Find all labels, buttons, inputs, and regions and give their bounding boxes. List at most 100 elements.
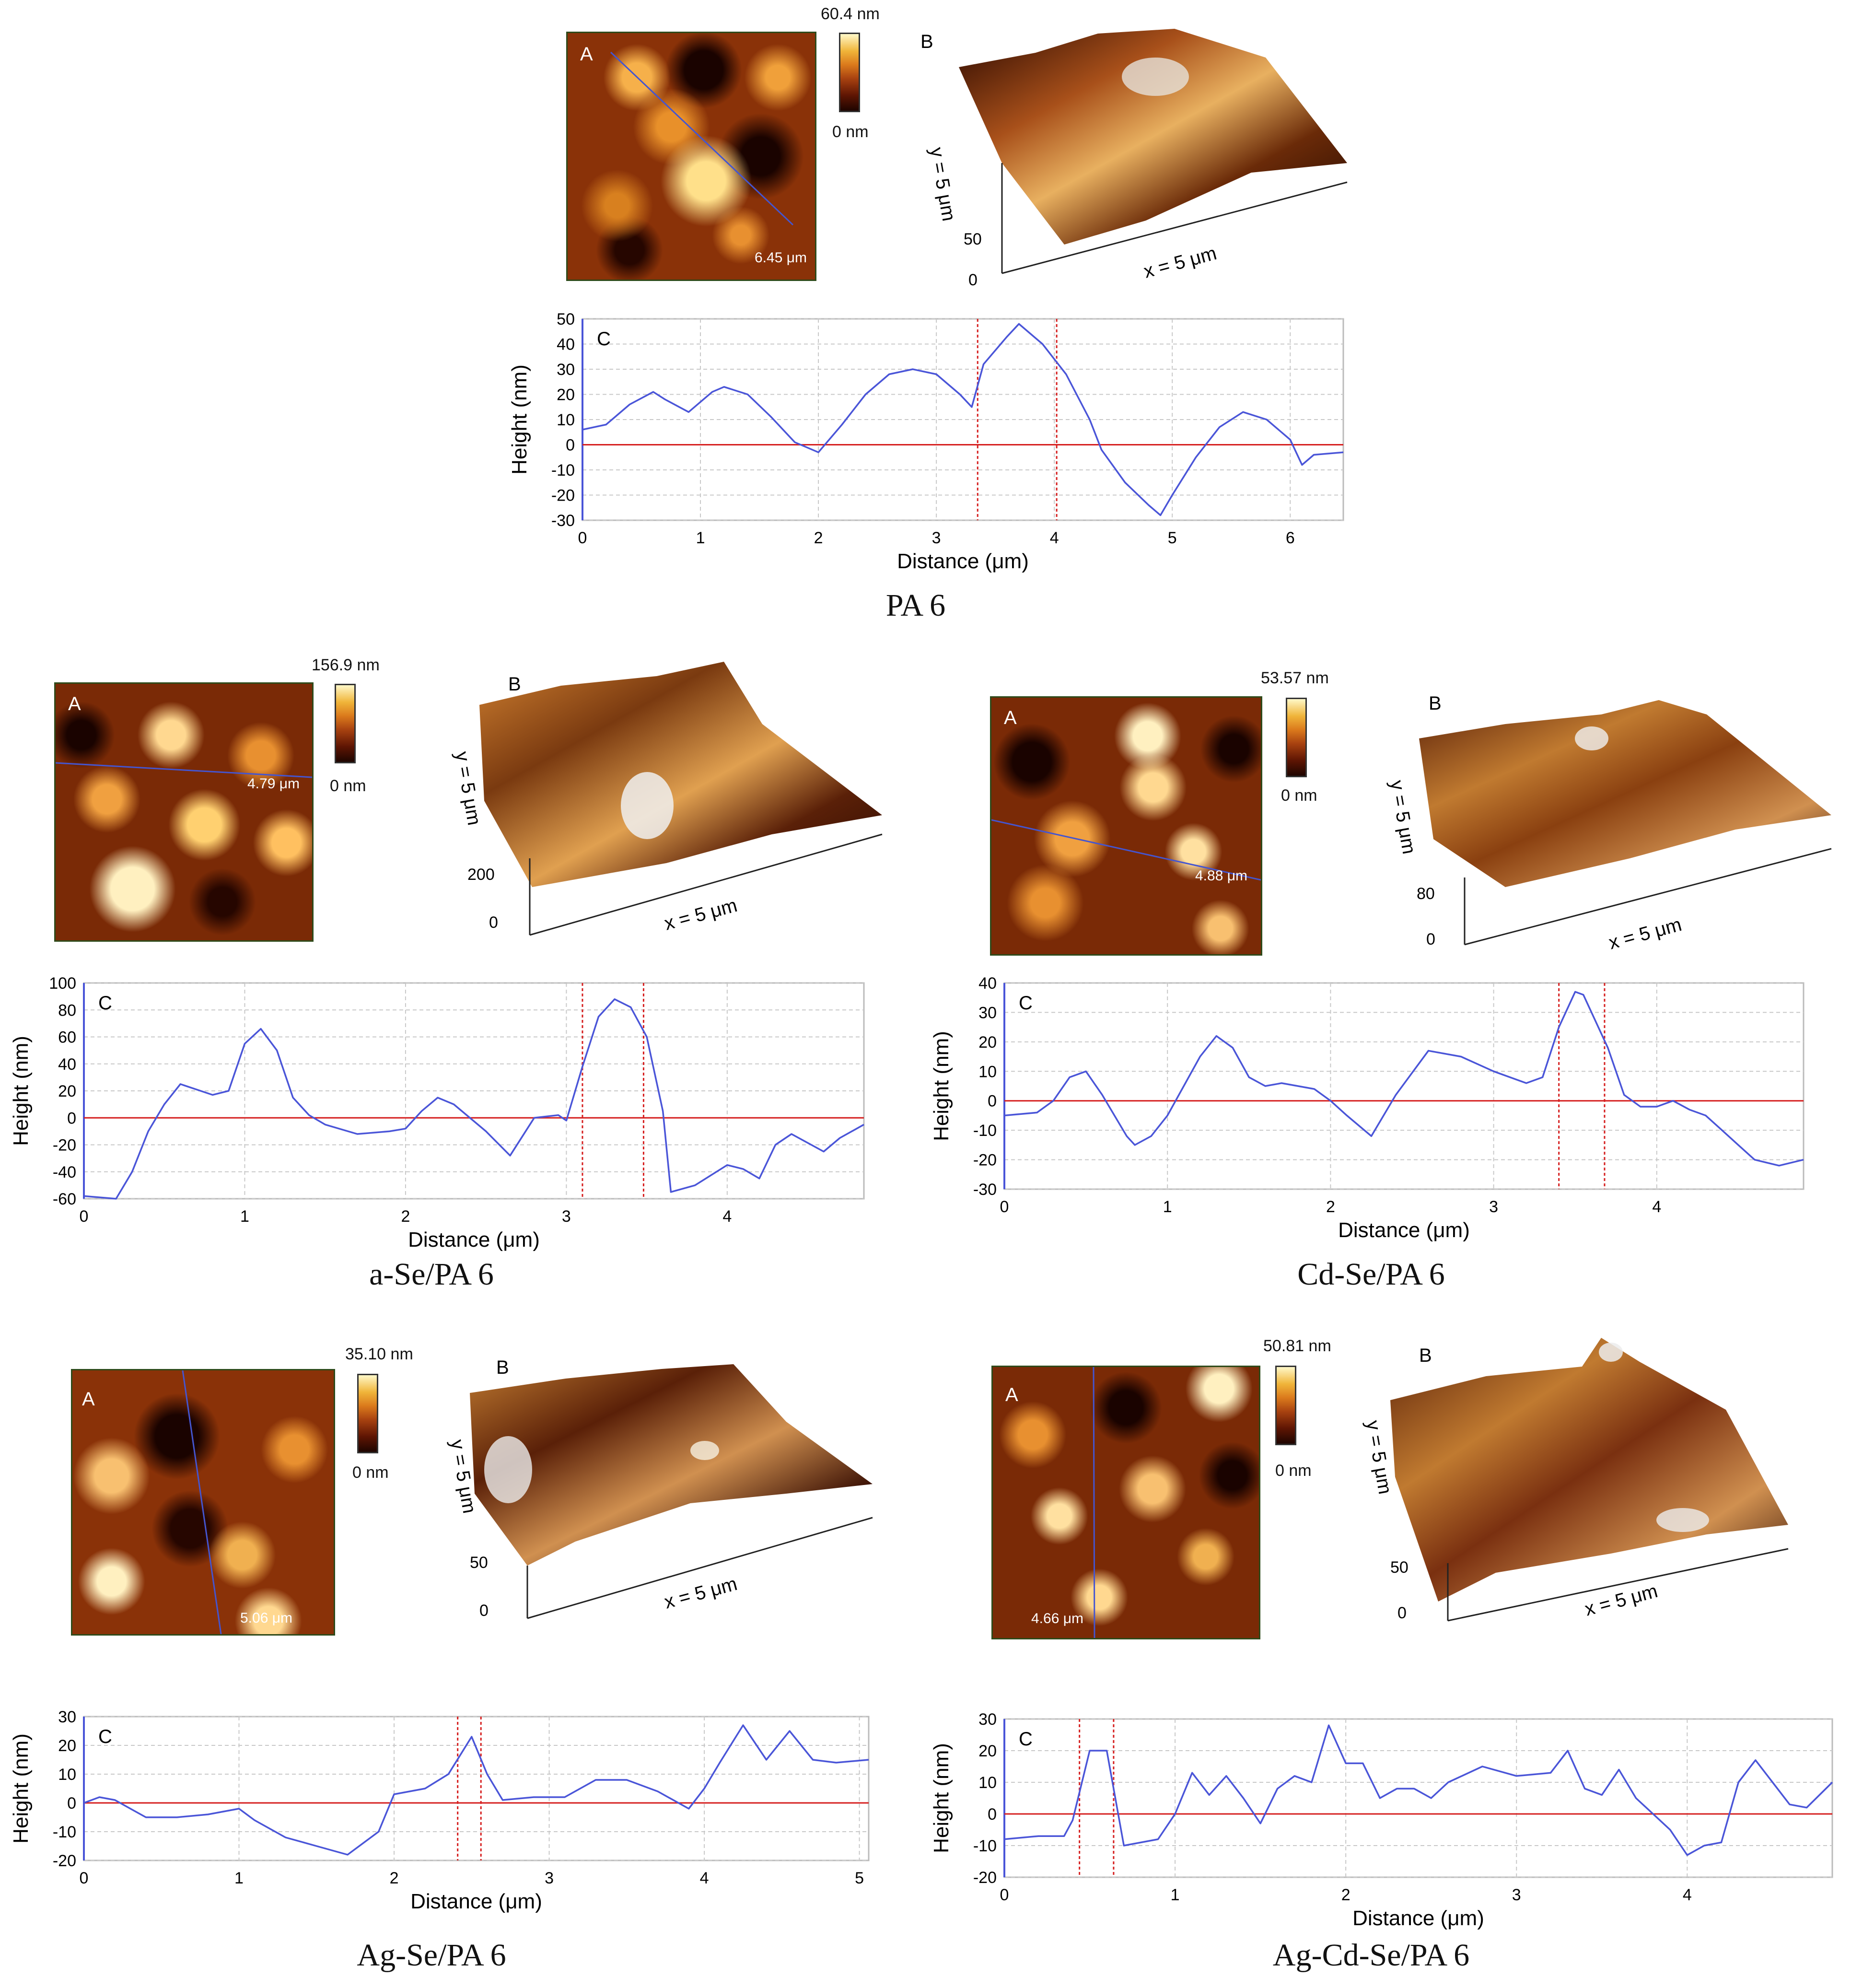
pa6-afm-3d-view: B y = 5 μm 50 0 x = 5 μm xyxy=(920,29,1348,289)
cd-se-x-tick-label: 1 xyxy=(1163,1198,1172,1216)
ag-se-scan-length: 5.06 μm xyxy=(240,1610,292,1626)
ag-cd-se-y-tick-label: 30 xyxy=(978,1710,997,1729)
ag-se-y-tick-label: 30 xyxy=(58,1708,76,1726)
pa6-panel-b-label: B xyxy=(920,31,933,52)
ag-se-x-axis-3d: x = 5 μm xyxy=(662,1573,739,1613)
pa6-x-tick-label: 2 xyxy=(814,529,823,547)
cd-se-y-tick-label: -10 xyxy=(973,1122,997,1140)
ag-se-x-tick-label: 3 xyxy=(545,1869,554,1887)
ag-cd-se-y-axis-label: Height (nm) xyxy=(930,1743,953,1853)
cd-se-y-tick-label: 20 xyxy=(978,1033,997,1052)
a-se-x-axis-3d: x = 5 μm xyxy=(662,895,739,935)
a-se-scan-length: 4.79 μm xyxy=(247,776,300,792)
a-se-colorbar xyxy=(335,684,356,763)
pa6-y-tick-label: 20 xyxy=(557,386,575,404)
ag-se-x-axis-label: Distance (μm) xyxy=(410,1890,542,1913)
a-se-afm-3d-view: B y = 5 μm 200 0 x = 5 μm xyxy=(451,662,883,936)
pa6-x-axis-label: Distance (μm) xyxy=(897,550,1029,573)
pa6-y-tick-label: 0 xyxy=(566,436,575,455)
ag-cd-se-scan-length: 4.66 μm xyxy=(1031,1611,1083,1626)
cd-se-y-tick-label: 40 xyxy=(978,974,997,993)
pa6-afm-2d-image: A 6.45 μm xyxy=(566,32,816,281)
ag-se-x-tick-label: 4 xyxy=(700,1869,709,1887)
pa6-y-tick-label: -30 xyxy=(551,512,575,530)
pa6-panel-a-label: A xyxy=(580,44,593,65)
ag-se-x-tick-label: 5 xyxy=(855,1869,864,1887)
ag-cd-se-x-tick-label: 4 xyxy=(1683,1886,1692,1904)
ag-se-cbar-max: 35.10 nm xyxy=(345,1345,413,1363)
ag-cd-se-afm-3d-view: B y = 5 μm 50 0 x = 5 μm xyxy=(1362,1338,1789,1622)
ag-se-sample-title: Ag-Se/PA 6 xyxy=(357,1938,506,1973)
ag-se-cbar-min: 0 nm xyxy=(352,1463,389,1482)
pa6-profile-line xyxy=(582,323,1344,516)
ag-cd-se-x-axis-label: Distance (μm) xyxy=(1352,1906,1484,1930)
pa6-x-tick-label: 1 xyxy=(696,529,705,547)
pa6-y-tick-label: 40 xyxy=(557,336,575,354)
ag-se-profile-line xyxy=(83,1724,869,1856)
a-se-y-tick-label: 20 xyxy=(58,1082,76,1100)
cd-se-panel-c-label: C xyxy=(1019,993,1033,1014)
ag-se-afm-2d-image: A 5.06 μm xyxy=(71,1369,335,1636)
a-se-y-axis-label: Height (nm) xyxy=(9,1036,33,1146)
pa6-y-tick-label: -20 xyxy=(551,487,575,505)
pa6-cbar-min: 0 nm xyxy=(832,123,869,141)
pa6-x-tick-label: 0 xyxy=(578,529,587,547)
a-se-z-zero: 0 xyxy=(489,913,498,932)
ag-cd-se-y-tick-label: 20 xyxy=(978,1742,997,1760)
cd-se-profile-line xyxy=(1004,991,1804,1167)
ag-se-y-tick-label: 20 xyxy=(58,1737,76,1755)
ag-cd-se-y-tick-label: 10 xyxy=(978,1774,997,1792)
cd-se-panel-b-label: B xyxy=(1429,693,1442,714)
ag-cd-se-y-tick-label: 0 xyxy=(988,1805,997,1824)
ag-se-plot-area xyxy=(83,1716,870,1861)
a-se-y-tick-label: -60 xyxy=(53,1190,76,1208)
a-se-panel-c-label: C xyxy=(98,993,112,1014)
ag-cd-se-x-tick-label: 3 xyxy=(1512,1886,1521,1904)
ag-se-y-tick-label: -20 xyxy=(53,1852,76,1870)
ag-se-x-tick-label: 1 xyxy=(234,1869,244,1887)
cd-se-x-tick-label: 0 xyxy=(1000,1198,1009,1216)
a-se-cbar-max: 156.9 nm xyxy=(312,656,380,674)
pa6-panel-c-label: C xyxy=(597,328,611,350)
ag-cd-se-plot-area xyxy=(1003,1718,1833,1878)
cd-se-y-tick-label: 0 xyxy=(988,1092,997,1111)
ag-se-z-zero: 0 xyxy=(479,1602,489,1620)
a-se-y-tick-label: -40 xyxy=(53,1163,76,1181)
ag-se-panel-b-label: B xyxy=(496,1357,509,1378)
pa6-x-tick-label: 4 xyxy=(1050,529,1059,547)
a-se-y-tick-label: 60 xyxy=(58,1029,76,1047)
cd-se-z-zero: 0 xyxy=(1426,930,1435,948)
a-se-x-axis-label: Distance (μm) xyxy=(408,1228,540,1251)
pa6-x-tick-label: 3 xyxy=(932,529,941,547)
a-se-y-tick-label: -20 xyxy=(53,1136,76,1155)
pa6-y-tick-label: -10 xyxy=(551,461,575,479)
cd-se-afm-3d-view: B y = 5 μm 80 0 x = 5 μm xyxy=(1386,693,1832,954)
a-se-x-tick-label: 3 xyxy=(562,1207,571,1226)
ag-cd-se-x-axis-3d: x = 5 μm xyxy=(1583,1580,1660,1620)
ag-cd-se-y-axis-3d: y = 5 μm xyxy=(1362,1419,1396,1496)
a-se-y-tick-label: 80 xyxy=(58,1001,76,1019)
pa6-z-zero: 0 xyxy=(968,271,978,289)
a-se-y-tick-label: 40 xyxy=(58,1055,76,1074)
ag-se-z-tick: 50 xyxy=(470,1554,488,1572)
a-se-y-tick-label: 100 xyxy=(49,974,76,993)
ag-cd-se-x-tick-label: 0 xyxy=(1000,1886,1009,1904)
cd-se-z-tick: 80 xyxy=(1417,885,1435,903)
pa6-x-tick-label: 6 xyxy=(1286,529,1295,547)
a-se-x-tick-label: 1 xyxy=(240,1207,249,1226)
ag-cd-se-profile-line xyxy=(1004,1724,1833,1856)
a-se-panel-a-label: A xyxy=(68,693,81,714)
pa6-sample-title: PA 6 xyxy=(885,588,946,623)
cd-se-x-tick-label: 3 xyxy=(1489,1198,1498,1216)
ag-cd-se-cbar-max: 50.81 nm xyxy=(1263,1337,1331,1355)
pa6-x-axis-3d: x = 5 μm xyxy=(1141,243,1219,282)
ag-cd-se-z-tick: 50 xyxy=(1390,1558,1409,1577)
cd-se-plot-area xyxy=(1003,982,1804,1190)
ag-se-y-tick-label: 10 xyxy=(58,1766,76,1784)
cd-se-x-axis-label: Distance (μm) xyxy=(1338,1218,1470,1242)
